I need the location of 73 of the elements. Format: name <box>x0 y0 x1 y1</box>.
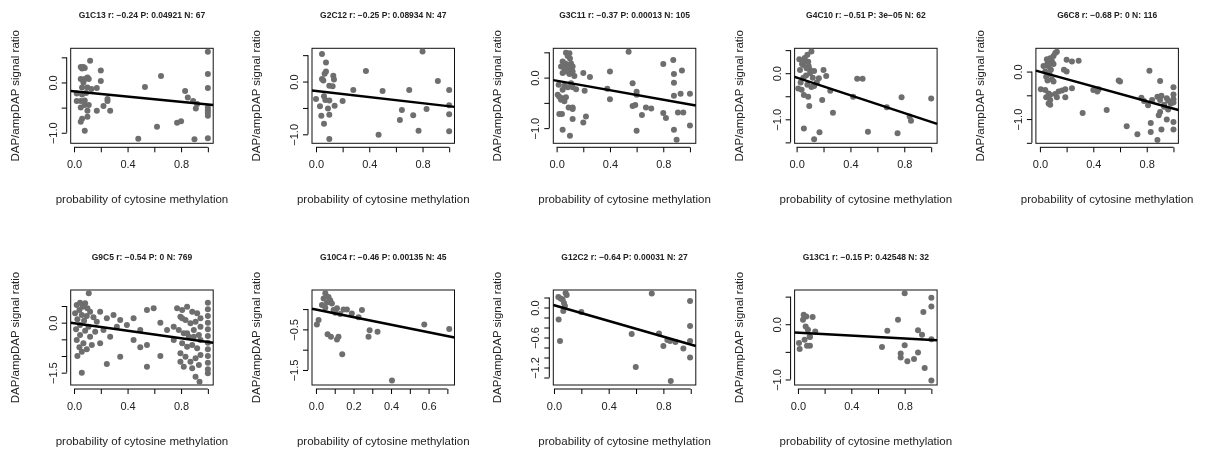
x-axis-title: probability of cytosine methylation <box>779 435 953 447</box>
y-tick-label: 0.0 <box>288 74 300 90</box>
y-tick-label: −1.5 <box>288 359 300 382</box>
x-tick-label: 0.4 <box>120 400 136 413</box>
x-tick-label: 0.0 <box>546 400 563 413</box>
chart-title: G9C5 r: −0.54 P: 0 N: 769 <box>91 252 193 262</box>
y-tick-label: −1.2 <box>529 357 542 379</box>
x-axis-title: probability of cytosine methylation <box>779 193 953 206</box>
y-tick-label: −1.5 <box>46 362 59 385</box>
x-axis-title: probability of cytosine methylation <box>538 193 711 206</box>
y-axis-title: DAP/ampDAP signal ratio <box>250 271 262 404</box>
x-tick-label: 0.4 <box>120 158 136 171</box>
x-tick-label: 0.4 <box>383 400 400 413</box>
y-tick-label: −1.0 <box>770 108 783 131</box>
x-tick-label: 0.8 <box>1139 158 1155 171</box>
y-tick-label: −1.0 <box>46 122 59 145</box>
x-tick-label: 0.4 <box>362 158 378 171</box>
x-tick-label: 0.6 <box>421 400 437 413</box>
x-tick-label: 0.8 <box>656 400 672 413</box>
y-axis-title: DAP/ampDAP signal ratio <box>8 271 21 404</box>
y-tick-label: −1.0 <box>1011 108 1024 131</box>
x-tick-label: 0.0 <box>790 400 807 413</box>
chart-title: G6C8 r: −0.68 P: 0 N: 116 <box>1057 10 1158 21</box>
x-axis-title: probability of cytosine methylation <box>538 435 711 447</box>
x-tick-label: 0.4 <box>844 400 860 413</box>
x-axis-title: probability of cytosine methylation <box>296 435 470 447</box>
x-tick-label: 0.4 <box>1086 158 1102 171</box>
x-axis-title: probability of cytosine methylation <box>296 193 470 206</box>
y-tick-label: −1.0 <box>770 369 783 391</box>
x-tick-label: 0.8 <box>173 400 190 413</box>
x-tick-label: 0.0 <box>66 400 83 413</box>
y-axis-title: DAP/ampDAP signal ratio <box>250 30 262 162</box>
y-axis-title: DAP/ampDAP signal ratio <box>973 30 986 162</box>
y-tick-label: 0.0 <box>46 75 59 91</box>
chart-title: G13C1 r: −0.15 P: 0.42548 N: 32 <box>802 252 930 262</box>
y-axis-title: DAP/ampDAP signal ratio <box>732 30 745 162</box>
y-tick-label: 0.0 <box>529 70 542 86</box>
y-axis-title: DAP/ampDAP signal ratio <box>8 30 21 162</box>
x-tick-label: 0.0 <box>1032 158 1049 171</box>
x-tick-label: 0.0 <box>308 158 325 171</box>
x-axis-title: probability of cytosine methylation <box>55 193 229 206</box>
y-axis-title: DAP/ampDAP signal ratio <box>732 271 745 404</box>
x-tick-label: 0.0 <box>549 158 565 171</box>
x-tick-label: 0.4 <box>602 158 619 171</box>
y-tick-label: −1.0 <box>288 123 300 146</box>
x-tick-label: 0.8 <box>173 158 190 171</box>
chart-title: G10C4 r: −0.46 P: 0.00135 N: 45 <box>320 252 447 262</box>
x-tick-label: 0.0 <box>308 400 325 413</box>
y-tick-label: 0.0 <box>46 315 59 331</box>
x-tick-label: 0.8 <box>415 158 431 171</box>
chart-title: G1C13 r: −0.24 P: 0.04921 N: 67 <box>78 10 206 21</box>
y-tick-label: −0.6 <box>529 327 542 349</box>
y-tick-label: 0.0 <box>529 300 542 316</box>
x-tick-label: 0.8 <box>897 158 913 171</box>
y-tick-label: 0.0 <box>770 317 783 333</box>
x-axis-title: probability of cytosine methylation <box>1020 193 1194 206</box>
x-tick-label: 0.0 <box>789 158 805 171</box>
x-tick-label: 0.2 <box>346 400 362 413</box>
y-tick-label: −0.5 <box>288 319 300 341</box>
y-tick-label: −1.0 <box>529 117 542 140</box>
chart-title: G4C10 r: −0.51 P: 3e−05 N: 62 <box>806 10 926 21</box>
chart-title: G12C2 r: −0.64 P: 0.00031 N: 27 <box>561 252 689 262</box>
y-tick-label: 0.0 <box>770 66 783 82</box>
x-tick-label: 0.4 <box>843 158 859 171</box>
x-tick-label: 0.8 <box>897 400 913 413</box>
chart-title: G3C11 r: −0.37 P: 0.00013 N: 105 <box>559 10 691 21</box>
x-tick-label: 0.4 <box>601 400 617 413</box>
x-tick-label: 0.8 <box>656 158 672 171</box>
chart-title: G2C12 r: −0.25 P: 0.08934 N: 47 <box>320 10 447 21</box>
x-tick-label: 0.0 <box>66 158 83 171</box>
y-axis-title: DAP/ampDAP signal ratio <box>491 271 504 404</box>
x-axis-title: probability of cytosine methylation <box>55 435 229 447</box>
y-axis-title: DAP/ampDAP signal ratio <box>491 30 504 162</box>
